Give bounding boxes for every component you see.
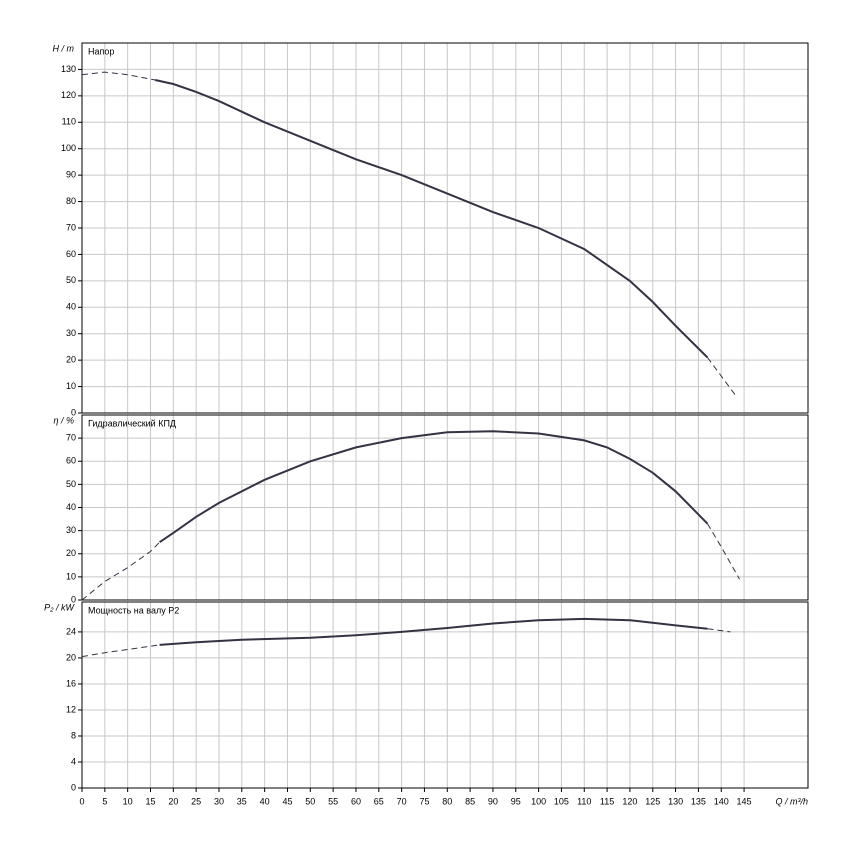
x-tick-label: 25	[191, 796, 201, 806]
y-tick-label: 90	[66, 170, 76, 180]
y-tick-label: 50	[66, 275, 76, 285]
y-tick-label: 20	[66, 355, 76, 365]
y-tick-label: 80	[66, 196, 76, 206]
y-tick-label: 16	[66, 678, 76, 688]
y-tick-label: 50	[66, 479, 76, 489]
x-tick-label: 95	[511, 796, 521, 806]
x-tick-label: 80	[442, 796, 452, 806]
y-axis-label: P₂ / kW	[44, 602, 75, 612]
y-tick-label: 12	[66, 704, 76, 714]
y-tick-label: 30	[66, 328, 76, 338]
panel-title: Гидравлический КПД	[88, 418, 176, 428]
y-tick-label: 120	[61, 90, 76, 100]
x-tick-label: 30	[214, 796, 224, 806]
curve	[159, 617, 708, 646]
x-tick-label: 140	[714, 796, 729, 806]
x-tick-label: 10	[123, 796, 133, 806]
y-tick-label: 0	[71, 782, 76, 792]
plot-frame	[81, 42, 809, 414]
plot-frame	[81, 414, 809, 601]
curve	[707, 357, 736, 395]
y-tick-label: 10	[66, 381, 76, 391]
x-tick-label: 5	[102, 796, 107, 806]
curve	[81, 541, 160, 601]
y-tick-label: 4	[71, 756, 76, 766]
x-tick-label: 40	[260, 796, 270, 806]
x-tick-label: 45	[282, 796, 292, 806]
y-tick-label: 30	[66, 525, 76, 535]
y-tick-label: 130	[61, 64, 76, 74]
x-tick-label: 135	[691, 796, 706, 806]
x-tick-label: 70	[397, 796, 407, 806]
x-tick-label: 120	[622, 796, 637, 806]
x-tick-label: 65	[374, 796, 384, 806]
x-tick-label: 100	[531, 796, 546, 806]
curve	[81, 644, 160, 658]
x-tick-label: 15	[145, 796, 155, 806]
panel-title: Мощность на валу P2	[88, 605, 179, 615]
curve	[159, 430, 709, 544]
y-axis-label: η / %	[53, 415, 74, 425]
x-axis-label: Q / m³/h	[775, 796, 808, 806]
x-tick-label: 85	[465, 796, 475, 806]
x-tick-label: 75	[419, 796, 429, 806]
y-tick-label: 0	[71, 407, 76, 417]
x-tick-label: 60	[351, 796, 361, 806]
plot-frame	[81, 601, 809, 789]
x-tick-label: 55	[328, 796, 338, 806]
x-tick-label: 125	[645, 796, 660, 806]
x-tick-label: 0	[79, 796, 84, 806]
y-tick-label: 8	[71, 730, 76, 740]
x-tick-label: 110	[577, 796, 591, 806]
x-tick-label: 50	[305, 796, 315, 806]
y-tick-label: 20	[66, 652, 76, 662]
x-tick-label: 35	[237, 796, 247, 806]
y-tick-label: 60	[66, 456, 76, 466]
y-tick-label: 70	[66, 222, 76, 232]
curve	[154, 79, 709, 359]
y-axis-label: H / m	[53, 43, 75, 53]
x-tick-label: 145	[737, 796, 752, 806]
x-tick-label: 105	[554, 796, 569, 806]
x-tick-label: 90	[488, 796, 498, 806]
curve	[81, 71, 156, 81]
y-tick-label: 10	[66, 571, 76, 581]
y-tick-label: 0	[71, 594, 76, 604]
curve	[707, 628, 731, 633]
x-tick-label: 115	[600, 796, 614, 806]
panel-title: Напор	[88, 46, 114, 56]
curve	[707, 523, 740, 580]
y-tick-label: 40	[66, 502, 76, 512]
y-tick-label: 20	[66, 548, 76, 558]
y-tick-label: 110	[62, 117, 76, 127]
x-tick-label: 20	[168, 796, 178, 806]
y-tick-label: 60	[66, 249, 76, 259]
y-tick-label: 40	[66, 302, 76, 312]
y-tick-label: 24	[66, 626, 76, 636]
x-tick-label: 130	[668, 796, 683, 806]
y-tick-label: 100	[61, 143, 76, 153]
y-tick-label: 70	[66, 433, 76, 443]
